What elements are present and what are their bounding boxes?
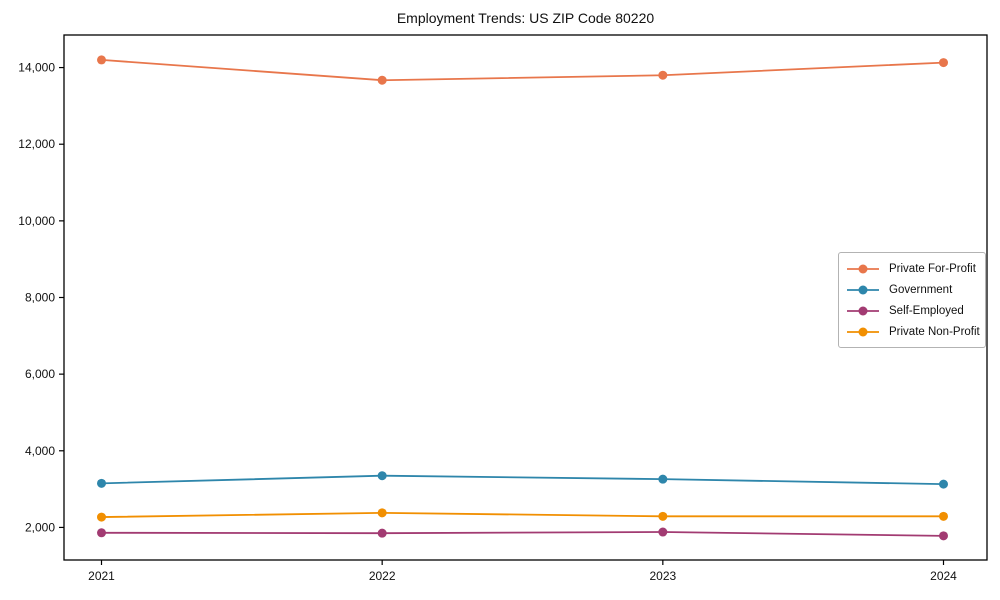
data-point bbox=[939, 479, 948, 489]
legend-entry: Government bbox=[846, 279, 977, 300]
y-tick-label: 4,000 bbox=[25, 444, 55, 458]
y-tick-label: 14,000 bbox=[18, 61, 55, 75]
x-tick-label: 2024 bbox=[930, 569, 957, 583]
data-point bbox=[939, 531, 948, 541]
legend-label: Private Non-Profit bbox=[889, 325, 980, 338]
y-tick-label: 2,000 bbox=[25, 520, 55, 534]
data-point bbox=[97, 55, 106, 65]
data-point bbox=[658, 511, 668, 521]
legend-entry: Private Non-Profit bbox=[846, 321, 980, 342]
legend-entry: Self-Employed bbox=[846, 300, 977, 321]
data-point bbox=[377, 508, 387, 518]
legend-label: Government bbox=[889, 283, 953, 296]
data-line-3 bbox=[101, 511, 944, 518]
x-tick-label: 2023 bbox=[649, 569, 676, 583]
data-point bbox=[377, 528, 387, 538]
legend-label: Private For-Profit bbox=[889, 262, 976, 275]
legend-marker-icon bbox=[847, 327, 879, 336]
y-tick-label: 10,000 bbox=[18, 214, 55, 228]
legend-label: Self-Employed bbox=[889, 304, 964, 317]
data-point bbox=[97, 512, 106, 522]
y-tick-label: 12,000 bbox=[18, 137, 55, 151]
data-point bbox=[377, 75, 387, 85]
y-tick-label: 6,000 bbox=[25, 367, 55, 381]
legend-entry: Private For-Profit bbox=[846, 258, 977, 279]
data-point bbox=[939, 58, 948, 68]
data-point bbox=[658, 527, 668, 537]
y-tick-label: 8,000 bbox=[25, 291, 55, 305]
data-point bbox=[658, 474, 668, 484]
data-point bbox=[97, 478, 106, 488]
legend-marker-icon bbox=[847, 264, 879, 273]
data-point bbox=[97, 528, 106, 538]
data-line-2 bbox=[101, 531, 944, 537]
data-point bbox=[939, 511, 948, 521]
chart-title: Employment Trends: US ZIP Code 80220 bbox=[396, 10, 655, 26]
legend: Private For-Profit Government Self-Employe… bbox=[838, 252, 986, 348]
data-point bbox=[377, 471, 387, 481]
legend-marker-icon bbox=[847, 306, 879, 315]
legend-marker-icon bbox=[847, 285, 879, 294]
data-point bbox=[658, 70, 668, 80]
x-tick-label: 2022 bbox=[369, 569, 396, 583]
x-tick-label: 2021 bbox=[88, 569, 115, 583]
data-line-1 bbox=[101, 474, 944, 486]
data-line-0 bbox=[101, 59, 944, 82]
